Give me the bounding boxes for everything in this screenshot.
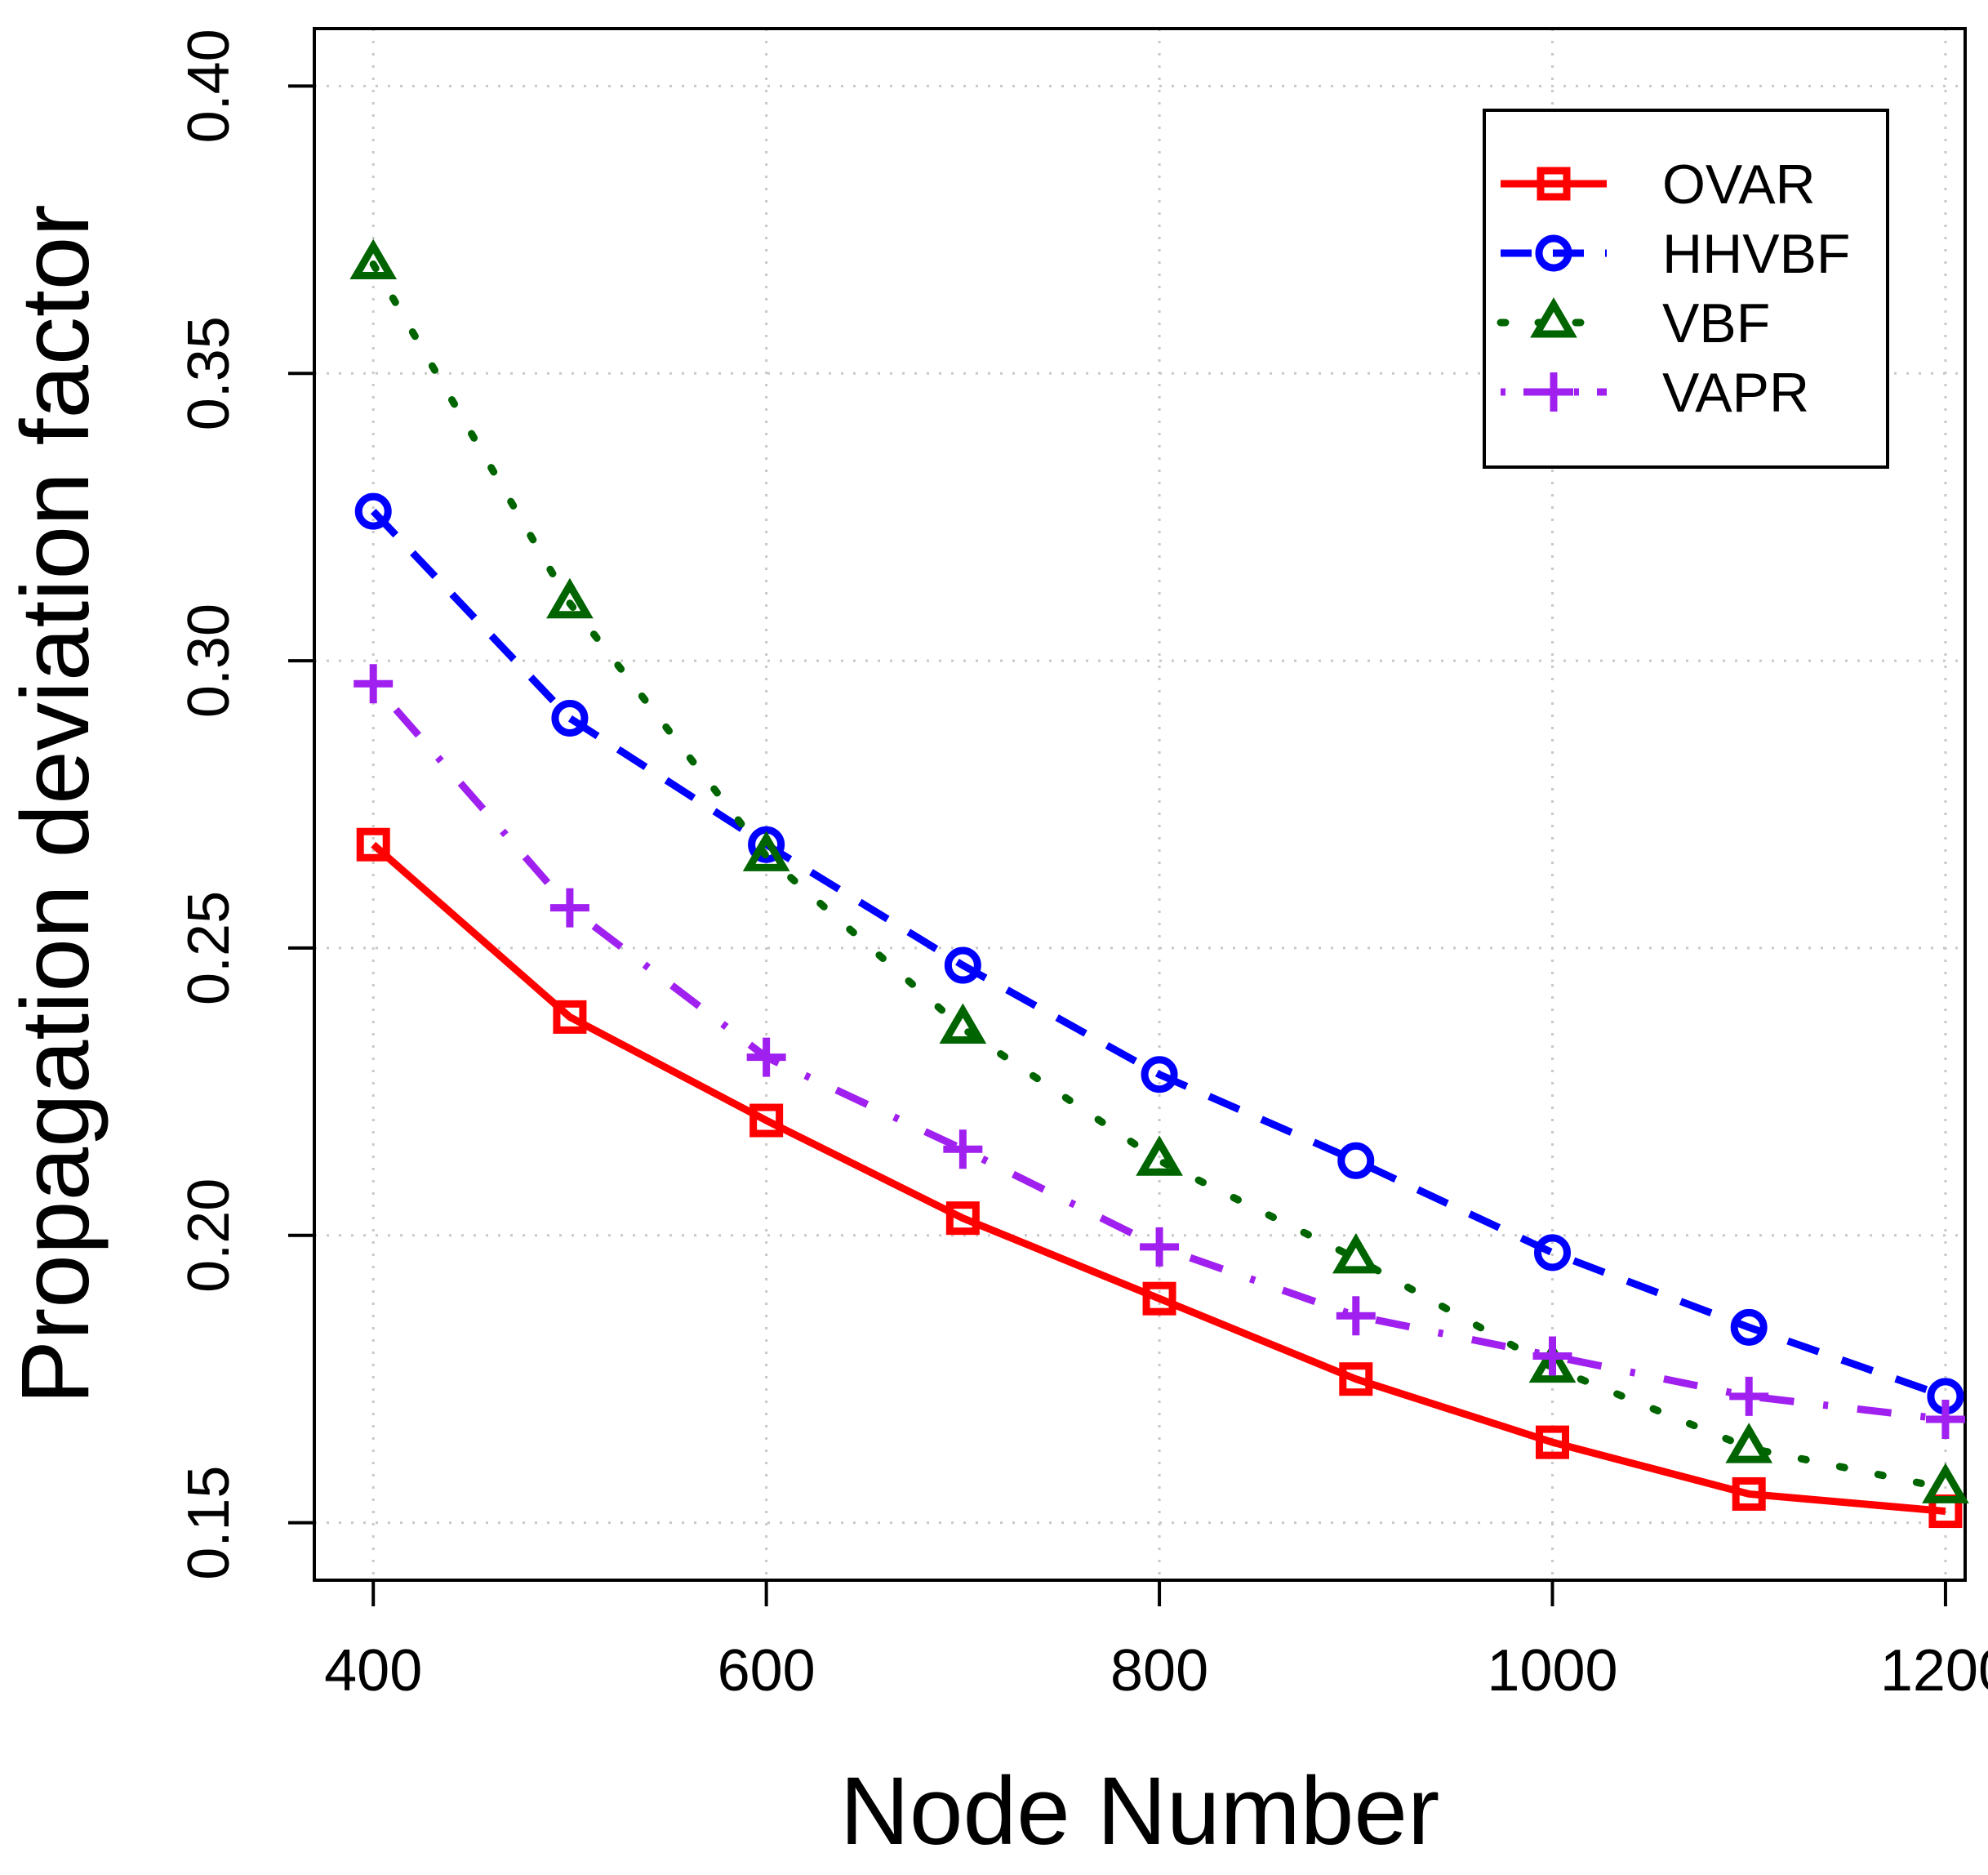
x-axis-title: Node Number: [840, 1757, 1440, 1865]
legend-label-vapr: VAPR: [1662, 362, 1809, 424]
hhvbf-point: [748, 826, 785, 863]
vbf-point: [742, 831, 790, 871]
plot-frame: [313, 27, 1967, 1582]
vbf-point: [349, 238, 398, 280]
legend-label-vbf: VBF: [1662, 292, 1770, 354]
vapr-point: [1140, 1227, 1180, 1267]
series-ovar: [356, 827, 1963, 1529]
y-tick-label: 0.25: [176, 891, 242, 1005]
vapr-point: [549, 888, 589, 928]
legend-label-ovar: OVAR: [1662, 154, 1816, 216]
vbf-point: [546, 577, 594, 619]
ovar-point: [1142, 1281, 1176, 1316]
vapr-point: [943, 1129, 983, 1169]
legend-marker-vapr: [1534, 372, 1573, 412]
hhvbf-point: [551, 699, 589, 737]
series-layer: [349, 238, 1969, 1529]
legend-marker-vbf: [1530, 297, 1577, 338]
vapr-point: [746, 1037, 786, 1077]
ovar-point: [1339, 1362, 1373, 1396]
ovar-point: [1536, 1425, 1569, 1459]
vapr-point: [1336, 1296, 1376, 1336]
hhvbf-point: [1534, 1234, 1571, 1272]
vbf-point: [1136, 1135, 1183, 1176]
ovar-point: [1732, 1476, 1766, 1511]
hhvbf-point: [1730, 1308, 1768, 1346]
series-hhvbf: [354, 492, 1964, 1415]
ovar-point: [553, 1000, 587, 1034]
vapr-point: [1729, 1376, 1769, 1416]
vbf-point: [1922, 1463, 1969, 1503]
legend-label-hhvbf: HHVBF: [1662, 223, 1850, 285]
y-tick-label: 0.15: [176, 1466, 242, 1580]
vapr-point: [354, 664, 394, 704]
y-tick-label: 0.20: [176, 1178, 242, 1293]
hhvbf-point: [1141, 1056, 1178, 1093]
legend-item-vbf: VBF: [1497, 292, 1770, 354]
hhvbf-line: [370, 509, 1947, 1401]
x-tick-label: 600: [718, 1638, 816, 1704]
x-tick-label: 400: [324, 1638, 422, 1704]
x-tick-label: 800: [1110, 1638, 1208, 1704]
legend-item-ovar: OVAR: [1501, 154, 1816, 216]
x-tick-label: 1000: [1487, 1638, 1617, 1704]
y-tick-label: 0.40: [176, 29, 242, 143]
vbf-point: [939, 1003, 987, 1044]
vapr-point: [1532, 1336, 1572, 1376]
legend-marker-ovar: [1537, 167, 1571, 201]
legend: OVAR HHVBF VBF VAPR: [1483, 109, 1889, 469]
legend-item-hhvbf: HHVBF: [1501, 223, 1850, 285]
vbf-point: [1332, 1232, 1380, 1274]
hhvbf-point: [944, 946, 981, 984]
y-tick-label: 0.35: [176, 316, 242, 430]
ovar-point: [356, 827, 390, 862]
vbf-point: [1528, 1342, 1577, 1383]
vbf-point: [1725, 1423, 1773, 1463]
series-vapr: [354, 664, 1965, 1439]
vapr-point: [1925, 1399, 1965, 1439]
hhvbf-point: [354, 492, 392, 530]
hhvbf-point: [1337, 1142, 1375, 1179]
legend-item-vapr: VAPR: [1501, 362, 1809, 424]
ovar-point: [945, 1201, 980, 1236]
ovar-line: [371, 841, 1946, 1516]
ovar-point: [749, 1103, 784, 1138]
y-axis-title: Propagation deviation factor: [2, 204, 109, 1404]
legend-marker-hhvbf: [1535, 234, 1572, 272]
series-vbf: [349, 238, 1969, 1503]
y-tick-label: 0.30: [176, 603, 242, 718]
